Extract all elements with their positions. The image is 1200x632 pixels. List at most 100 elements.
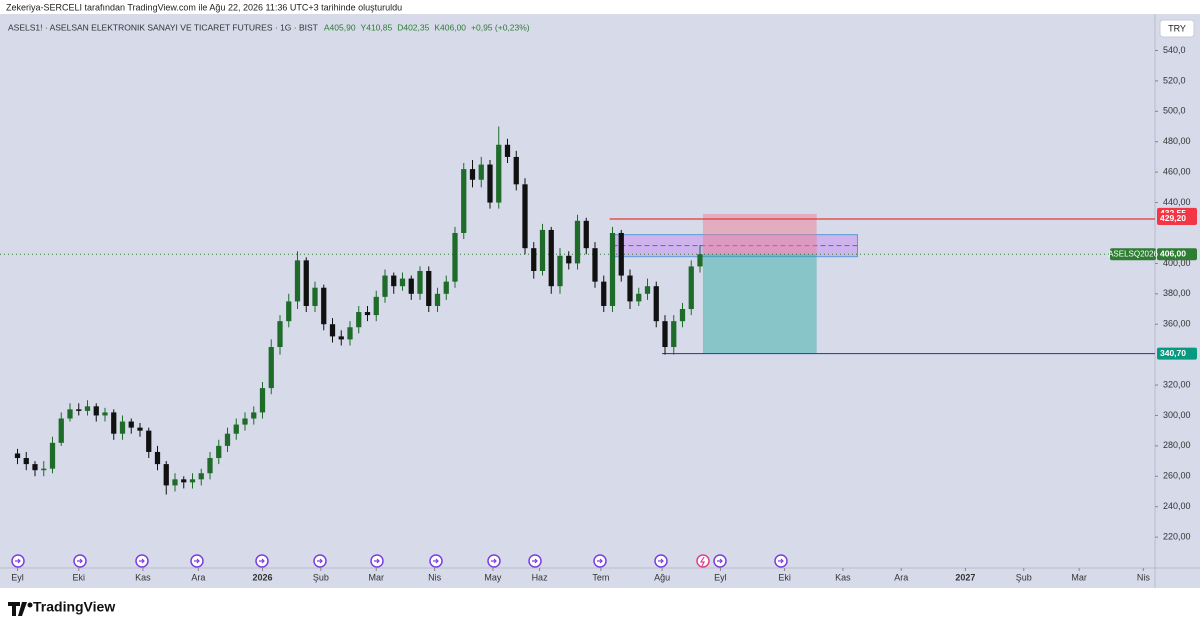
- candle-body: [338, 336, 344, 340]
- candle-body: [286, 301, 292, 322]
- y-tick-label: 300,00: [1163, 410, 1191, 420]
- event-icon-arrow: [717, 558, 723, 564]
- candle-body: [32, 464, 38, 471]
- brand: TradingView: [8, 599, 115, 616]
- candle-body: [653, 286, 659, 322]
- candle-body: [391, 275, 397, 287]
- candle-body: [426, 270, 432, 306]
- candle-body: [356, 312, 362, 328]
- event-icon-arrow: [77, 558, 83, 564]
- candle-body: [504, 144, 511, 157]
- candle-body: [259, 388, 266, 413]
- candle-body: [679, 309, 686, 322]
- x-tick-label: Nis: [428, 572, 441, 582]
- x-tick-label: May: [484, 572, 502, 582]
- candle-body: [566, 255, 572, 264]
- y-tick-label: 500,0: [1163, 106, 1186, 116]
- candle-body: [443, 281, 449, 294]
- ohlc-label: D402,35: [397, 22, 429, 32]
- candle-body: [548, 229, 554, 287]
- x-tick-label: Mar: [1071, 572, 1087, 582]
- event-icon-arrow: [532, 558, 538, 564]
- candle-body: [23, 458, 29, 465]
- y-tick-label: 540,0: [1163, 45, 1186, 55]
- x-tick-label: Kas: [135, 572, 151, 582]
- y-tick-label: 380,00: [1163, 288, 1191, 298]
- event-icon-arrow: [433, 558, 439, 564]
- candle-body: [111, 412, 117, 434]
- candle-body: [146, 430, 152, 452]
- event-icon-arrow: [778, 558, 784, 564]
- candle-body: [688, 266, 694, 310]
- x-tick-label: Eyl: [714, 572, 727, 582]
- candle-body: [207, 458, 213, 474]
- candle-body: [478, 164, 484, 180]
- candle-body: [128, 421, 134, 428]
- candle-body: [408, 278, 414, 294]
- candle-body: [697, 254, 703, 267]
- dividend-icon: [696, 554, 710, 568]
- event-icon-arrow: [259, 558, 265, 564]
- candle-body: [574, 220, 581, 264]
- candle-body: [119, 421, 126, 434]
- candle-body: [312, 287, 318, 306]
- candle-body: [644, 286, 651, 294]
- symbol-tag-box: [1110, 248, 1156, 261]
- candle-body: [189, 479, 196, 483]
- ohlc-label: A405,90: [324, 22, 356, 32]
- event-icon-arrow: [139, 558, 145, 564]
- candle-body: [49, 442, 56, 469]
- x-tick-label: Şub: [1016, 572, 1032, 582]
- y-tick-label: 480,00: [1163, 136, 1191, 146]
- price-label: 406,00: [1160, 249, 1186, 259]
- change-label: +0,95 (+0,23%): [471, 22, 530, 32]
- candle-body: [487, 164, 493, 203]
- x-tick-label: Şub: [313, 572, 329, 582]
- candle-body: [294, 260, 301, 302]
- candle-body: [382, 275, 388, 297]
- candle-body: [163, 464, 169, 486]
- candle-body: [321, 287, 327, 325]
- currency-button[interactable]: [1159, 19, 1195, 38]
- x-tick-label: Ara: [191, 572, 205, 582]
- candle-body: [417, 270, 423, 294]
- candle-body: [609, 232, 616, 306]
- x-tick-label: Ağu: [654, 572, 670, 582]
- y-tick-label: 520,0: [1163, 75, 1186, 85]
- candle-body: [41, 468, 47, 471]
- candle-body: [58, 418, 64, 443]
- candle-body: [636, 293, 642, 302]
- credit: Zekeriya-SERCELI tarafından TradingView.…: [6, 2, 402, 12]
- x-tick-label: Nis: [1137, 572, 1150, 582]
- price-label-box: [1157, 212, 1197, 225]
- x-tick-label: Kas: [835, 572, 851, 582]
- candle-body: [539, 229, 546, 271]
- candle-body: [513, 156, 519, 185]
- currency-label[interactable]: TRY: [1168, 23, 1186, 33]
- candle-body: [76, 409, 82, 411]
- price-label-box: [1157, 248, 1197, 261]
- candle-body: [434, 293, 441, 306]
- ohlc-label: K406,00: [434, 22, 466, 32]
- y-tick-label: 260,00: [1163, 471, 1191, 481]
- x-tick-label: 2026: [252, 572, 272, 582]
- candle-body: [137, 427, 143, 431]
- candle-body: [181, 479, 187, 483]
- symbol-legend: ASELS1! · ASELSAN ELEKTRONIK SANAYI VE T…: [8, 22, 530, 32]
- candle-body: [216, 445, 222, 459]
- candle-body: [399, 278, 406, 287]
- candle-body: [671, 321, 677, 348]
- brand-logo: [8, 602, 27, 616]
- ohlc-label: Y410,85: [361, 22, 393, 32]
- candle-body: [531, 248, 537, 271]
- position-target-zone: [702, 254, 817, 354]
- y-tick-label: 400,00: [1163, 258, 1191, 268]
- candle-body: [102, 412, 108, 416]
- x-tick-label: Tem: [592, 572, 609, 582]
- event-icon-arrow: [374, 558, 380, 564]
- event-icon-arrow: [194, 558, 200, 564]
- event-icon-arrow: [15, 558, 21, 564]
- candle-body: [496, 144, 502, 203]
